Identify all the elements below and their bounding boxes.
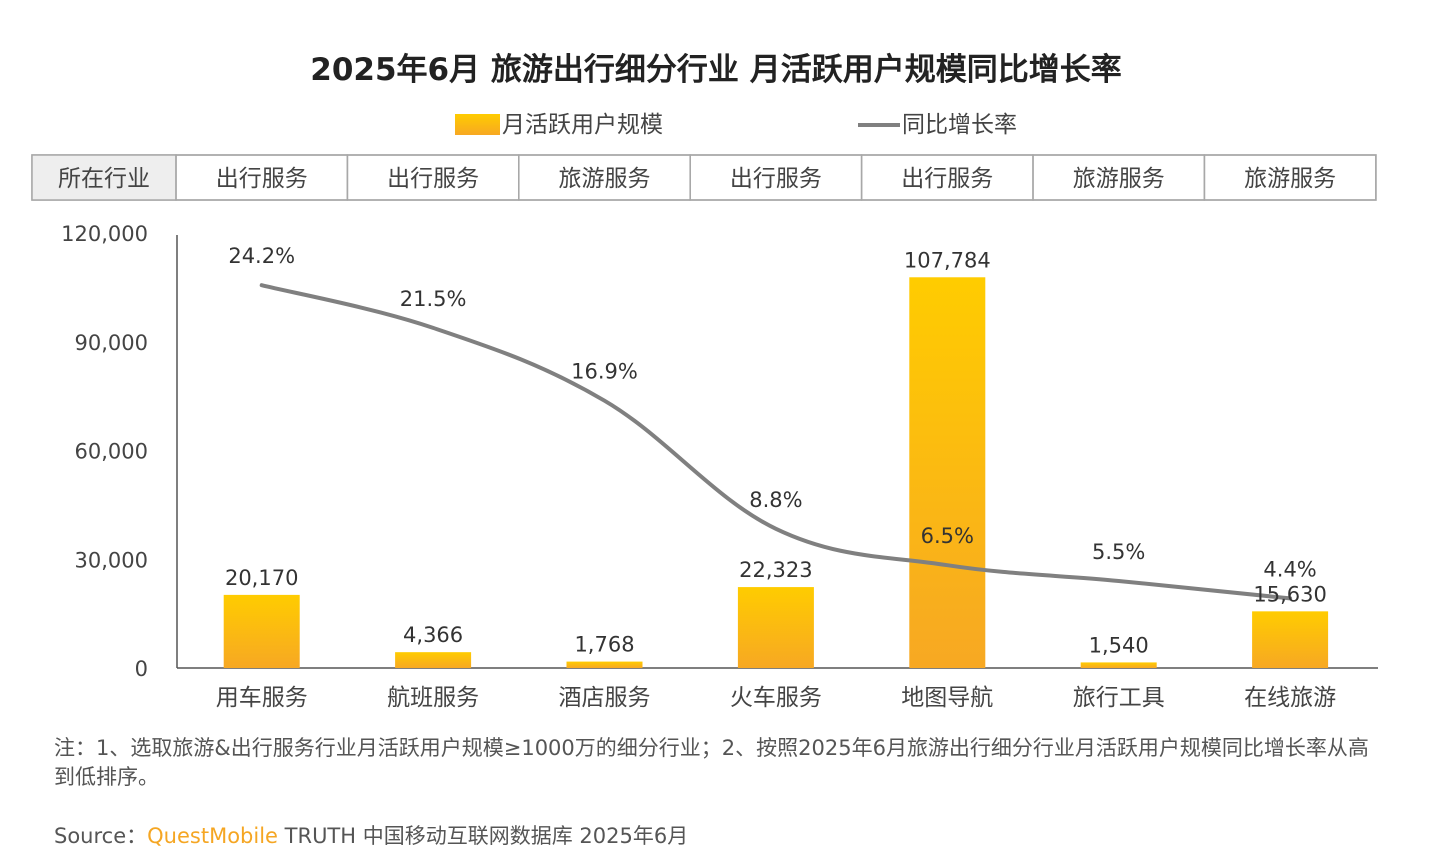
bar [1252, 611, 1329, 668]
category-label: 航班服务 [387, 685, 479, 711]
industry-cell-label: 旅游服务 [1244, 166, 1336, 192]
line-value-label: 24.2% [228, 244, 295, 268]
category-label: 用车服务 [216, 685, 308, 711]
bar [1080, 662, 1157, 668]
bar-value-label: 107,784 [904, 248, 991, 272]
industry-cell [1203, 154, 1377, 201]
bar-value-label: 20,170 [225, 566, 298, 590]
line-value-label: 4.4% [1263, 557, 1316, 581]
industry-cell-label: 旅游服务 [559, 166, 651, 192]
category-label: 火车服务 [730, 685, 822, 711]
category-label: 旅行工具 [1073, 685, 1165, 711]
bar-value-label: 22,323 [739, 558, 812, 582]
y-tick-label: 30,000 [75, 548, 148, 572]
chart-title: 2025年6月 旅游出行细分行业 月活跃用户规模同比增长率 [310, 52, 1121, 88]
y-tick-label: 90,000 [75, 331, 148, 355]
industry-cell-label: 出行服务 [730, 166, 822, 192]
line-value-label: 6.5% [921, 524, 974, 548]
source-suffix: TRUTH 中国移动互联网数据库 2025年6月 [277, 824, 689, 848]
line-value-label: 21.5% [400, 287, 467, 311]
legend-bar-label: 月活跃用户规模 [502, 112, 663, 138]
line-value-label: 5.5% [1092, 540, 1145, 564]
y-tick-label: 60,000 [75, 440, 148, 464]
growth-rate-line [259, 283, 1293, 601]
source-line: Source：QuestMobile TRUTH 中国移动互联网数据库 2025… [54, 820, 688, 850]
source-brand: QuestMobile [147, 824, 278, 848]
line-value-label: 8.8% [749, 488, 802, 512]
category-label: 酒店服务 [559, 685, 651, 711]
chart-note: 注：1、选取旅游&出行服务行业月活跃用户规模≥1000万的细分行业；2、按照20… [54, 736, 1369, 789]
bar-value-label: 15,630 [1253, 582, 1326, 606]
industry-cell-label: 出行服务 [387, 166, 479, 192]
category-label: 地图导航 [901, 685, 993, 711]
industry-cell-label: 旅游服务 [1073, 166, 1165, 192]
bar [566, 661, 643, 668]
industry-header-label: 所在行业 [58, 166, 150, 192]
industry-cell-label: 出行服务 [901, 166, 993, 192]
line-value-label: 16.9% [571, 360, 638, 384]
y-tick-label: 120,000 [61, 222, 148, 246]
bar-value-label: 4,366 [403, 623, 463, 647]
y-tick-label: 0 [135, 657, 148, 681]
legend-bar-swatch [455, 114, 500, 135]
category-label: 在线旅游 [1244, 685, 1336, 711]
bar [223, 594, 300, 668]
source-prefix: Source： [54, 824, 148, 848]
bar [909, 277, 986, 668]
industry-cell-label: 出行服务 [216, 166, 308, 192]
bar [395, 652, 472, 668]
legend-line-label: 同比增长率 [902, 112, 1017, 138]
bar-value-label: 1,540 [1089, 633, 1149, 657]
bar [737, 587, 814, 668]
bar-value-label: 1,768 [574, 633, 634, 657]
